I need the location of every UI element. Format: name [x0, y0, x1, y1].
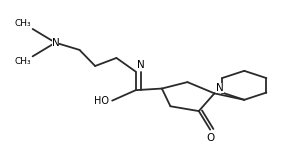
Text: O: O	[206, 133, 214, 143]
Text: CH₃: CH₃	[14, 19, 31, 28]
Text: HO: HO	[94, 96, 109, 106]
Text: N: N	[137, 60, 145, 70]
Text: N: N	[216, 83, 224, 93]
Text: CH₃: CH₃	[14, 57, 31, 66]
Text: N: N	[51, 38, 59, 48]
